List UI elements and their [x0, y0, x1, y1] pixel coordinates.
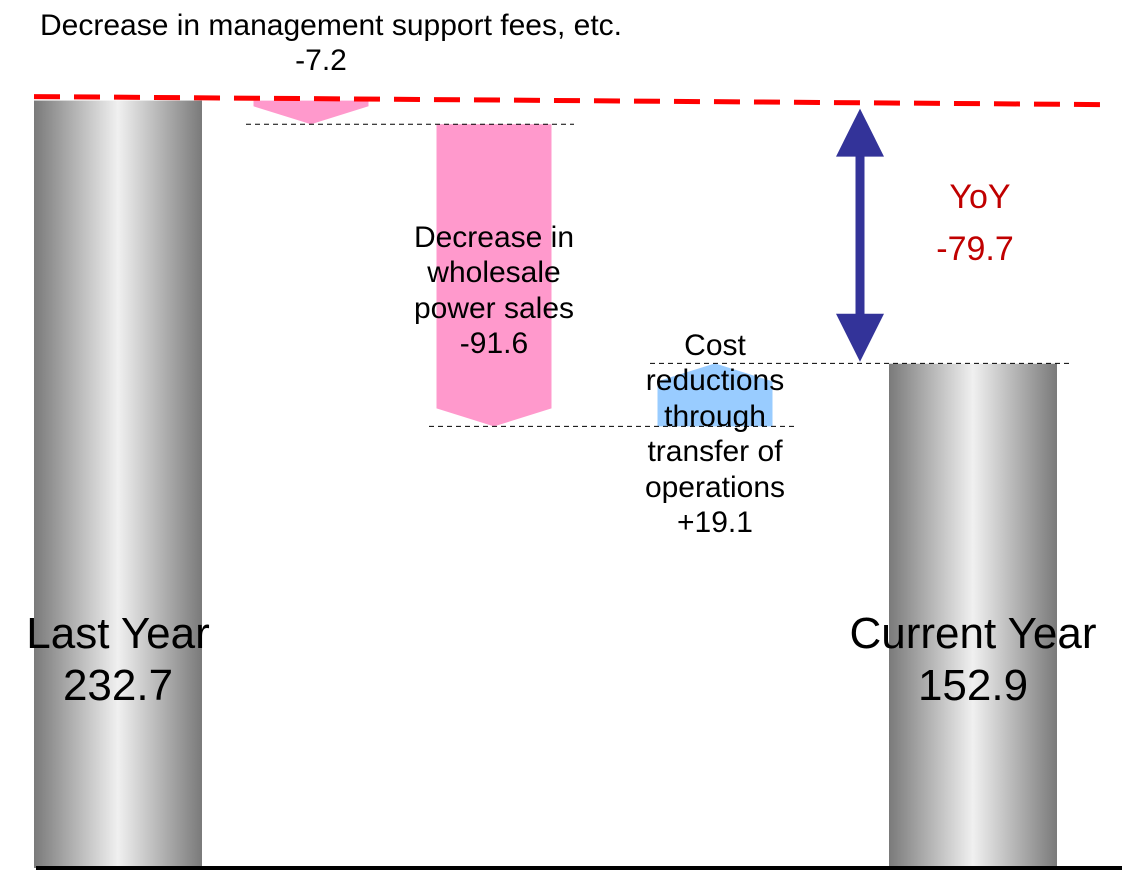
delta-bar — [436, 124, 552, 427]
yoy-value: -79.7 — [936, 230, 1014, 268]
bar-label: Decrease in management support fees, etc… — [1, 8, 661, 79]
value-label: +19.1 — [677, 505, 753, 539]
category-label: Decrease in wholesale power sales — [413, 221, 575, 325]
delta-bar — [657, 363, 773, 427]
value-label: 232.7 — [62, 660, 174, 710]
bar-label: Last Year 232.7 — [0, 608, 248, 712]
value-label: -91.6 — [459, 327, 529, 361]
value-label: 152.9 — [917, 660, 1029, 710]
bar-label: Cost reductions through transfer of oper… — [620, 328, 810, 540]
total-bar — [34, 100, 202, 869]
category-label: Current Year — [849, 609, 1097, 658]
category-label: Last Year — [26, 609, 210, 658]
reference-line — [33, 94, 1101, 108]
category-label: Cost reductions through transfer of oper… — [644, 329, 786, 504]
category-label: Decrease in management support fees, etc… — [40, 9, 622, 42]
delta-bar — [253, 100, 369, 125]
total-bar — [889, 363, 1057, 868]
yoy-arrow-head — [836, 108, 884, 157]
yoy-arrow-head — [836, 313, 884, 362]
bar-label: Decrease in wholesale power sales -91.6 — [409, 220, 579, 362]
value-label: -7.2 — [295, 44, 347, 78]
bar-label: Current Year 152.9 — [813, 608, 1122, 712]
yoy-label: YoY — [949, 178, 1010, 216]
